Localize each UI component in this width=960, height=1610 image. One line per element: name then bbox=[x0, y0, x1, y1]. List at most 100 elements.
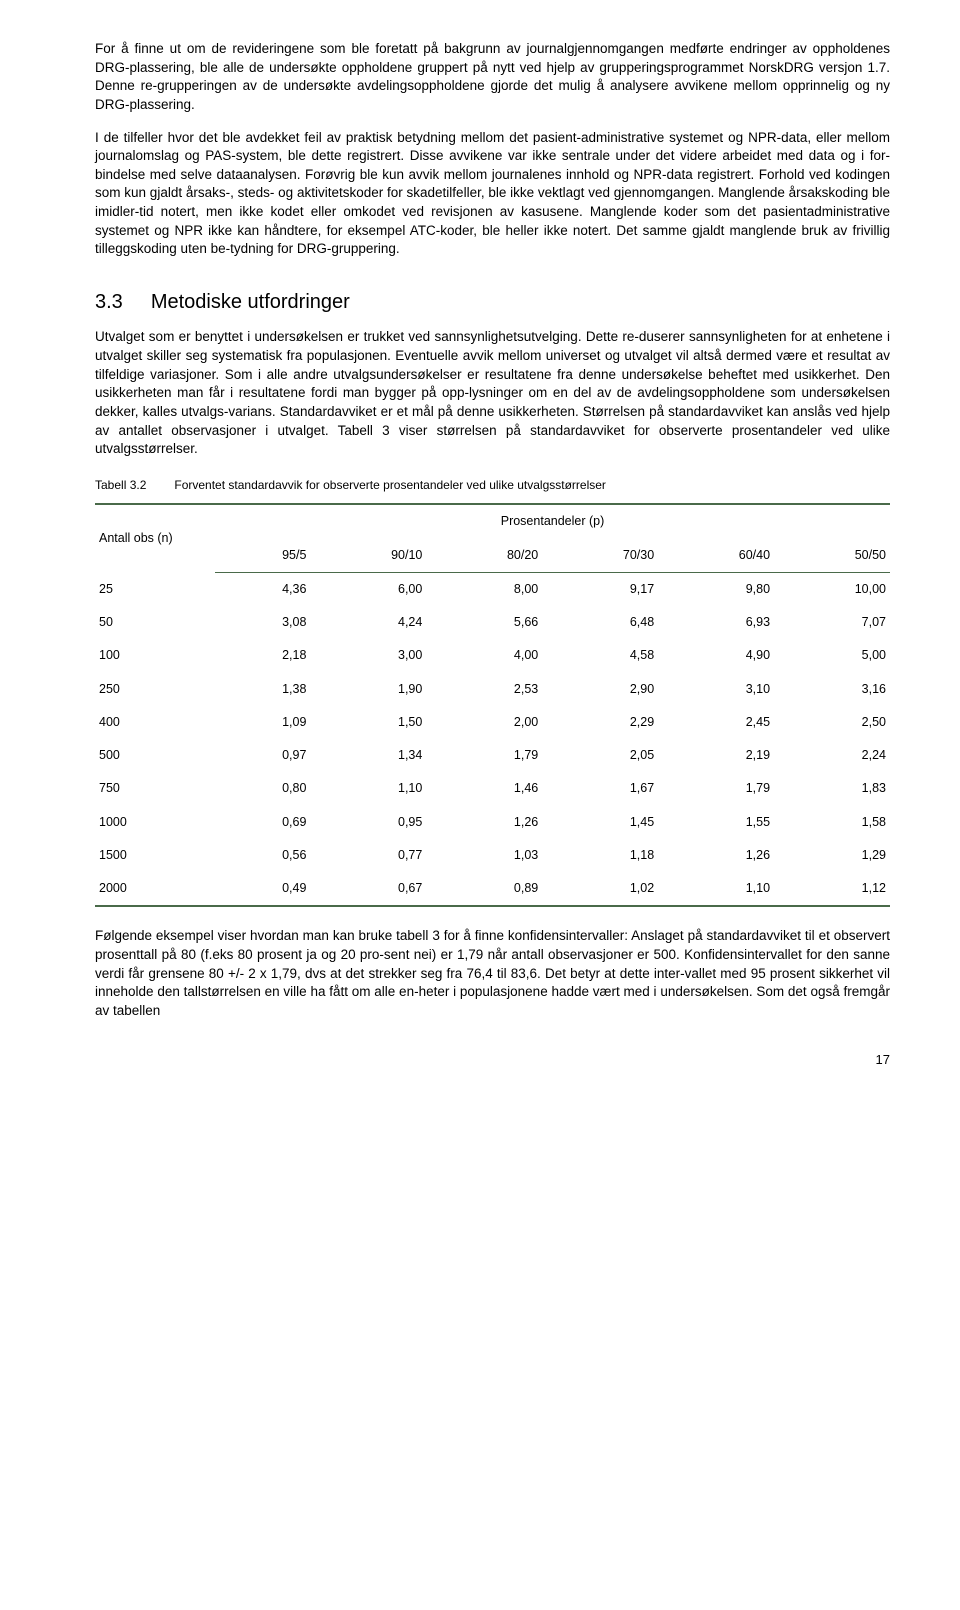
cell-value: 2,50 bbox=[774, 706, 890, 739]
table-row: 503,084,245,666,486,937,07 bbox=[95, 606, 890, 639]
cell-value: 3,08 bbox=[215, 606, 310, 639]
cell-value: 0,69 bbox=[215, 806, 310, 839]
paragraph-1: For å finne ut om de revideringene som b… bbox=[95, 40, 890, 115]
col-header: 80/20 bbox=[426, 539, 542, 573]
table-row: 15000,560,771,031,181,261,29 bbox=[95, 839, 890, 872]
table-label: Tabell 3.2 bbox=[95, 477, 146, 494]
section-heading: 3.3 Metodiske utfordringer bbox=[95, 289, 890, 317]
table-row: 254,366,008,009,179,8010,00 bbox=[95, 572, 890, 606]
cell-value: 2,90 bbox=[542, 673, 658, 706]
cell-value: 1,79 bbox=[658, 772, 774, 805]
cell-value: 2,00 bbox=[426, 706, 542, 739]
row-n: 250 bbox=[95, 673, 215, 706]
table-row: 10000,690,951,261,451,551,58 bbox=[95, 806, 890, 839]
paragraph-4: Følgende eksempel viser hvordan man kan … bbox=[95, 927, 890, 1020]
cell-value: 1,10 bbox=[310, 772, 426, 805]
table-row: 4001,091,502,002,292,452,50 bbox=[95, 706, 890, 739]
table-row: 5000,971,341,792,052,192,24 bbox=[95, 739, 890, 772]
col-header: 95/5 bbox=[215, 539, 310, 573]
cell-value: 1,83 bbox=[774, 772, 890, 805]
column-header-row: 95/5 90/10 80/20 70/30 60/40 50/50 bbox=[95, 539, 890, 573]
cell-value: 2,24 bbox=[774, 739, 890, 772]
cell-value: 1,46 bbox=[426, 772, 542, 805]
cell-value: 2,45 bbox=[658, 706, 774, 739]
cell-value: 2,19 bbox=[658, 739, 774, 772]
super-header: Prosentandeler (p) bbox=[215, 504, 890, 538]
cell-value: 10,00 bbox=[774, 572, 890, 606]
cell-value: 1,12 bbox=[774, 872, 890, 906]
cell-value: 0,95 bbox=[310, 806, 426, 839]
cell-value: 6,48 bbox=[542, 606, 658, 639]
cell-value: 0,97 bbox=[215, 739, 310, 772]
table-caption: Tabell 3.2 Forventet standardavvik for ob… bbox=[95, 477, 890, 494]
cell-value: 2,29 bbox=[542, 706, 658, 739]
row-n: 100 bbox=[95, 639, 215, 672]
cell-value: 4,58 bbox=[542, 639, 658, 672]
cell-value: 9,17 bbox=[542, 572, 658, 606]
row-n: 1000 bbox=[95, 806, 215, 839]
cell-value: 7,07 bbox=[774, 606, 890, 639]
cell-value: 2,05 bbox=[542, 739, 658, 772]
cell-value: 0,89 bbox=[426, 872, 542, 906]
table-row: 7500,801,101,461,671,791,83 bbox=[95, 772, 890, 805]
cell-value: 9,80 bbox=[658, 572, 774, 606]
cell-value: 1,34 bbox=[310, 739, 426, 772]
cell-value: 1,45 bbox=[542, 806, 658, 839]
cell-value: 4,36 bbox=[215, 572, 310, 606]
cell-value: 1,58 bbox=[774, 806, 890, 839]
table-row: 1002,183,004,004,584,905,00 bbox=[95, 639, 890, 672]
cell-value: 1,26 bbox=[426, 806, 542, 839]
paragraph-3: Utvalget som er benyttet i undersøkelsen… bbox=[95, 328, 890, 458]
cell-value: 1,03 bbox=[426, 839, 542, 872]
cell-value: 0,80 bbox=[215, 772, 310, 805]
table-row: 20000,490,670,891,021,101,12 bbox=[95, 872, 890, 906]
section-title: Metodiske utfordringer bbox=[151, 291, 350, 313]
cell-value: 4,00 bbox=[426, 639, 542, 672]
cell-value: 0,67 bbox=[310, 872, 426, 906]
cell-value: 4,24 bbox=[310, 606, 426, 639]
row-n: 750 bbox=[95, 772, 215, 805]
cell-value: 0,77 bbox=[310, 839, 426, 872]
cell-value: 4,90 bbox=[658, 639, 774, 672]
cell-value: 3,16 bbox=[774, 673, 890, 706]
cell-value: 1,18 bbox=[542, 839, 658, 872]
cell-value: 6,00 bbox=[310, 572, 426, 606]
col-header: 90/10 bbox=[310, 539, 426, 573]
row-n: 400 bbox=[95, 706, 215, 739]
cell-value: 1,90 bbox=[310, 673, 426, 706]
cell-value: 1,38 bbox=[215, 673, 310, 706]
table-row: 2501,381,902,532,903,103,16 bbox=[95, 673, 890, 706]
cell-value: 1,09 bbox=[215, 706, 310, 739]
row-n: 1500 bbox=[95, 839, 215, 872]
cell-value: 1,50 bbox=[310, 706, 426, 739]
std-dev-table: Antall obs (n) Prosentandeler (p) 95/5 9… bbox=[95, 503, 890, 907]
cell-value: 8,00 bbox=[426, 572, 542, 606]
cell-value: 1,10 bbox=[658, 872, 774, 906]
cell-value: 1,29 bbox=[774, 839, 890, 872]
cell-value: 0,56 bbox=[215, 839, 310, 872]
cell-value: 5,66 bbox=[426, 606, 542, 639]
cell-value: 2,53 bbox=[426, 673, 542, 706]
cell-value: 1,26 bbox=[658, 839, 774, 872]
page-number: 17 bbox=[95, 1051, 890, 1069]
cell-value: 6,93 bbox=[658, 606, 774, 639]
row-n: 50 bbox=[95, 606, 215, 639]
cell-value: 3,10 bbox=[658, 673, 774, 706]
col-header: 60/40 bbox=[658, 539, 774, 573]
section-number: 3.3 bbox=[95, 289, 123, 317]
cell-value: 1,67 bbox=[542, 772, 658, 805]
cell-value: 2,18 bbox=[215, 639, 310, 672]
table-caption-text: Forventet standardavvik for observerte p… bbox=[174, 478, 606, 492]
row-header-label: Antall obs (n) bbox=[95, 504, 215, 572]
row-n: 2000 bbox=[95, 872, 215, 906]
cell-value: 5,00 bbox=[774, 639, 890, 672]
paragraph-2: I de tilfeller hvor det ble avdekket fei… bbox=[95, 129, 890, 259]
cell-value: 1,55 bbox=[658, 806, 774, 839]
row-n: 500 bbox=[95, 739, 215, 772]
cell-value: 0,49 bbox=[215, 872, 310, 906]
row-n: 25 bbox=[95, 572, 215, 606]
cell-value: 1,79 bbox=[426, 739, 542, 772]
col-header: 70/30 bbox=[542, 539, 658, 573]
col-header: 50/50 bbox=[774, 539, 890, 573]
cell-value: 1,02 bbox=[542, 872, 658, 906]
